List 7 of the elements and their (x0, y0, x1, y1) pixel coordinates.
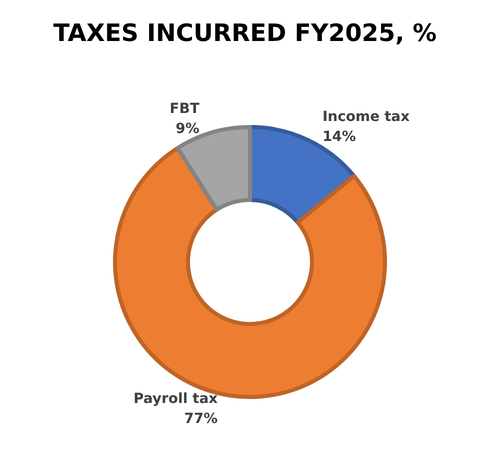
slice-label: Payroll tax (133, 391, 218, 408)
data-label: 14% (322, 129, 356, 146)
chart-title: TAXES INCURRED FY2025, % (53, 19, 437, 47)
slice-label: FBT (170, 100, 200, 117)
data-label: 9% (176, 120, 200, 137)
slice-label: Income tax (322, 109, 410, 126)
data-label: 77% (184, 411, 218, 428)
